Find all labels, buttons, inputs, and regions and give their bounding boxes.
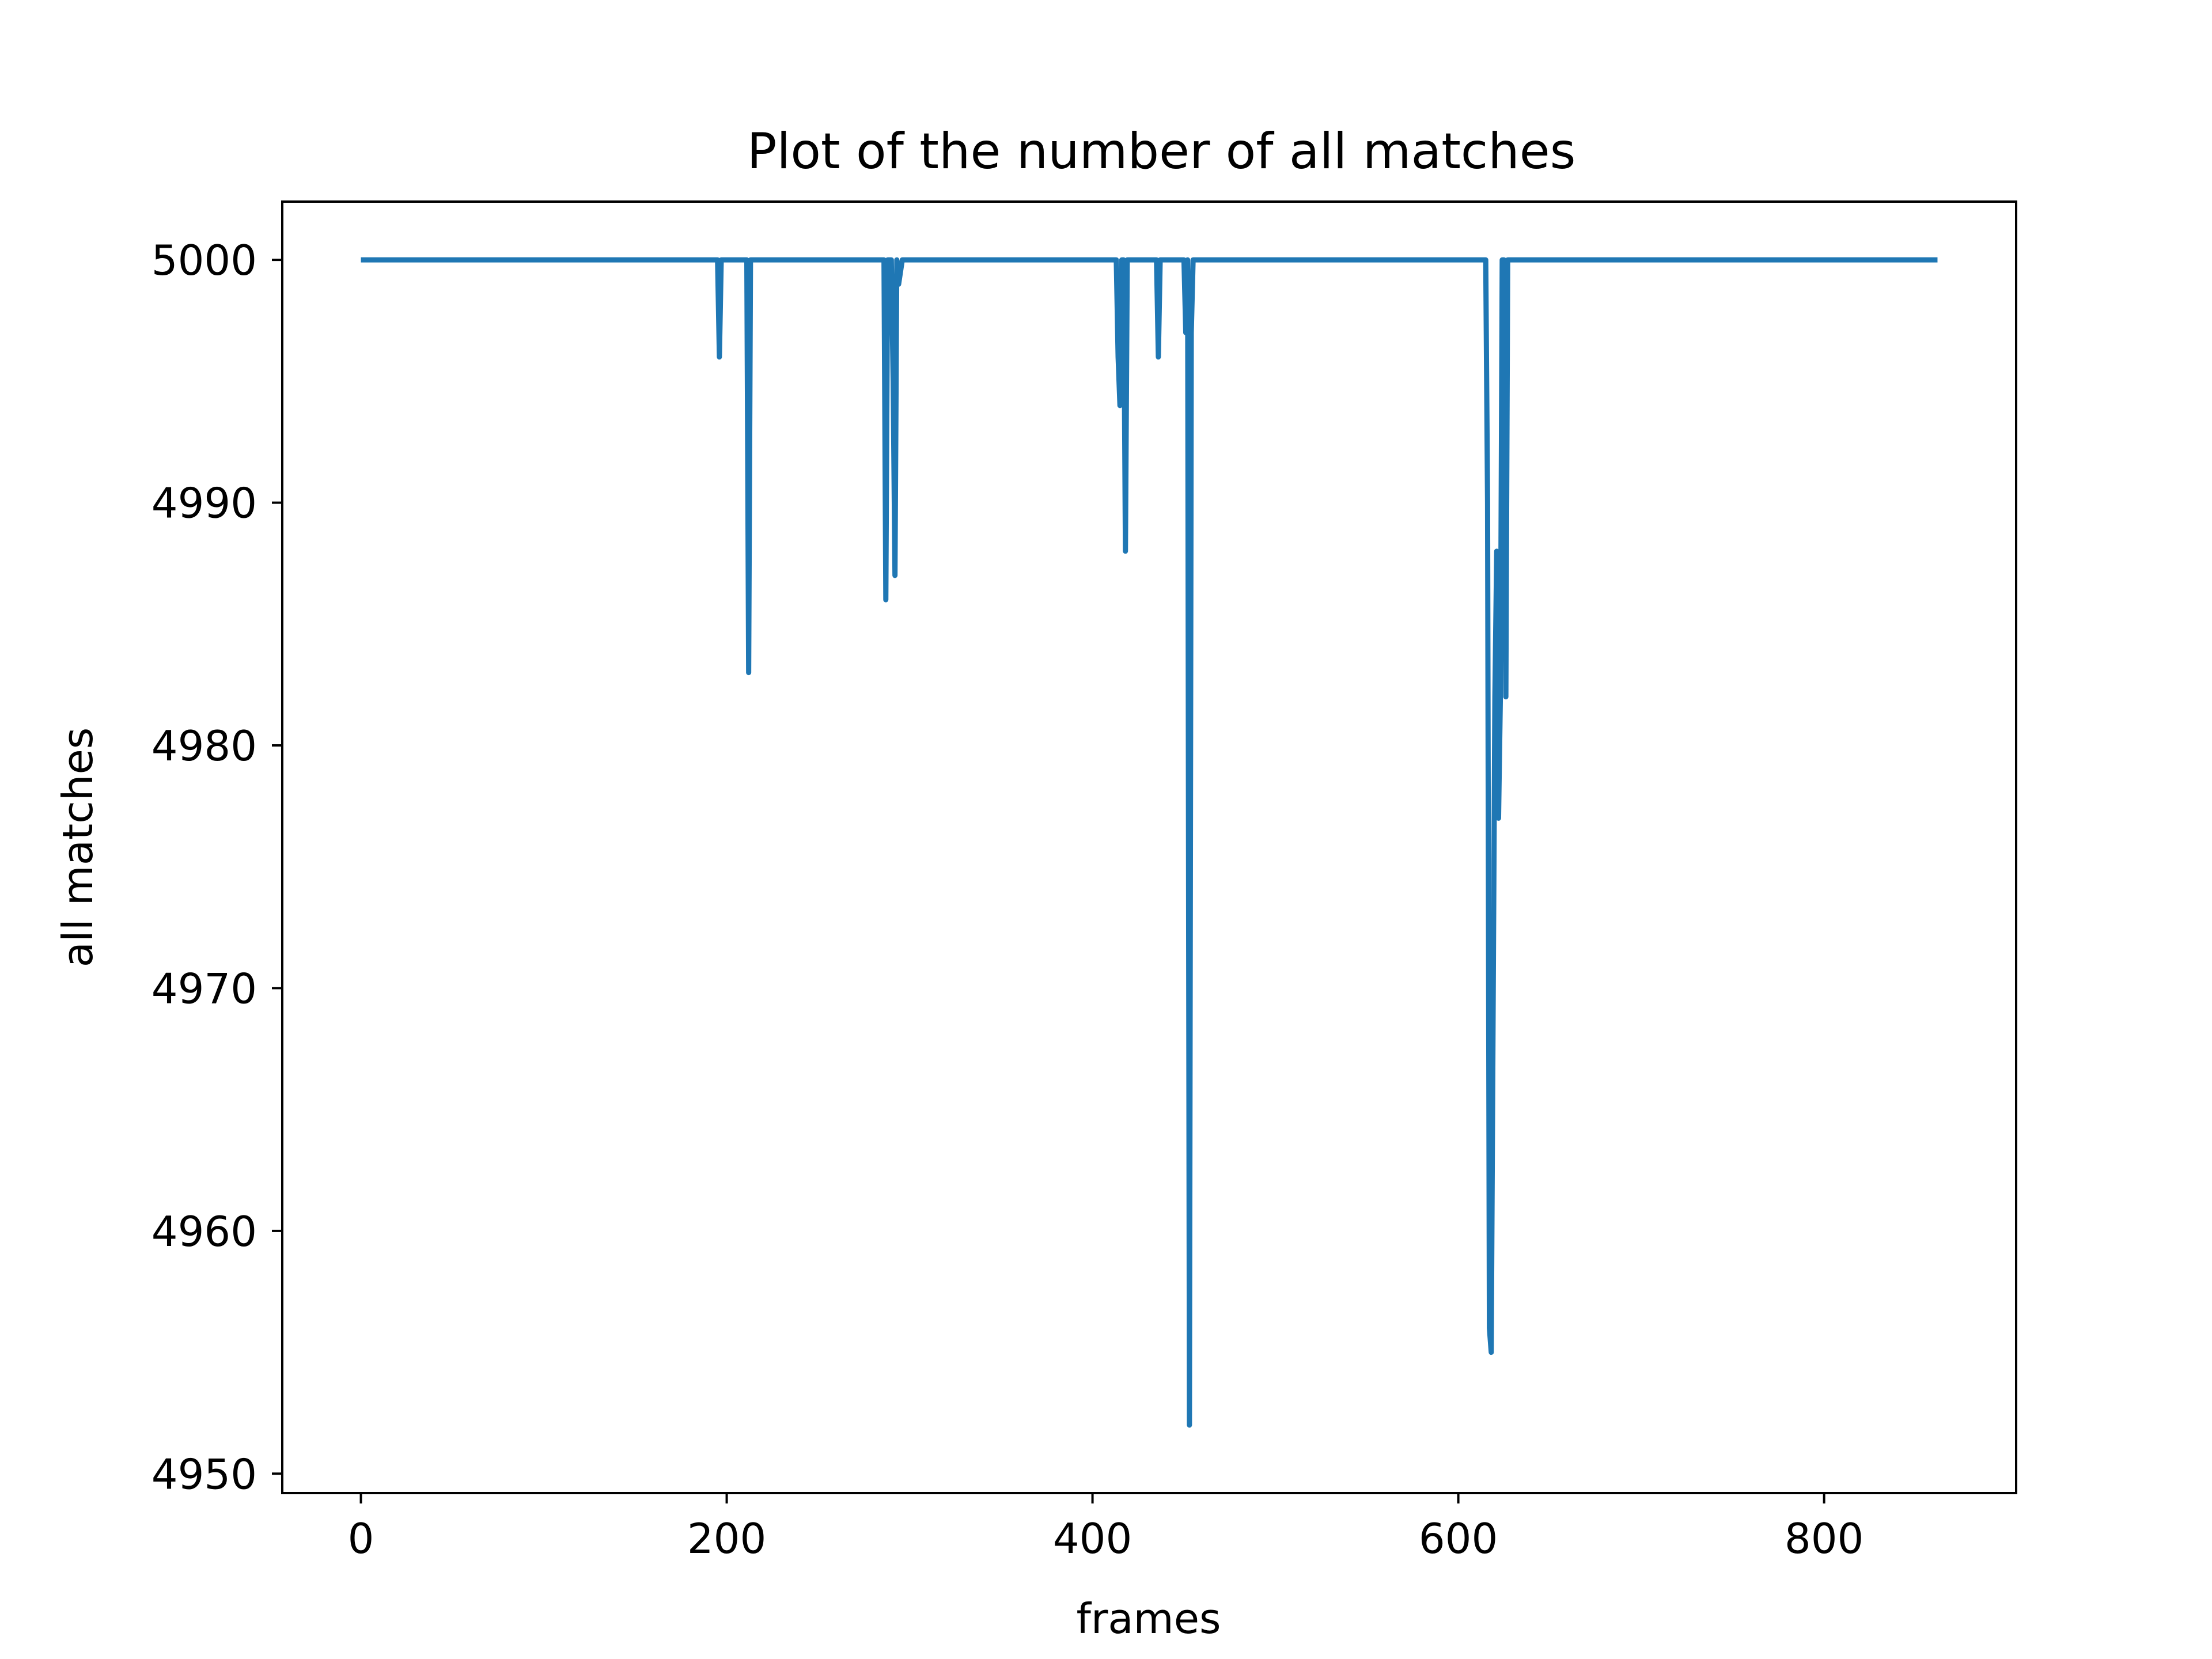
y-axis-label: all matches	[54, 728, 102, 968]
x-tick-label: 400	[1053, 1514, 1132, 1563]
x-tick-label: 800	[1785, 1514, 1863, 1563]
y-tick-label: 4950	[151, 1450, 257, 1498]
x-axis-label: frames	[1076, 1594, 1221, 1643]
x-tick-label: 0	[348, 1514, 374, 1563]
chart-title: Plot of the number of all matches	[747, 123, 1576, 180]
y-tick-label: 4970	[151, 964, 257, 1013]
x-tick-label: 600	[1419, 1514, 1498, 1563]
x-tick-label: 200	[687, 1514, 766, 1563]
y-tick-label: 4990	[151, 479, 257, 528]
y-tick-label: 4960	[151, 1207, 257, 1256]
y-tick-label: 5000	[151, 236, 257, 285]
y-tick-label: 4980	[151, 722, 257, 770]
